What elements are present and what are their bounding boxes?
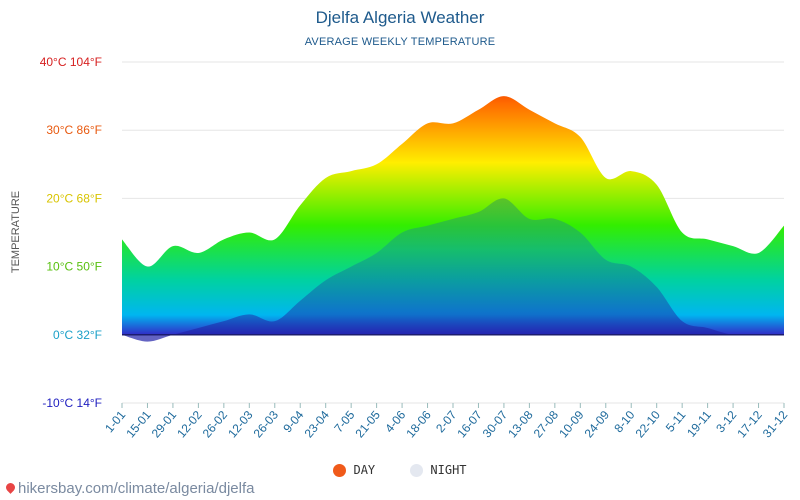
x-tick-label: 23-04 — [302, 408, 333, 441]
legend-marker-day — [333, 463, 347, 477]
x-tick-label: 26-03 — [251, 408, 282, 441]
legend-label-night: NIGHT — [430, 463, 467, 477]
y-tick-label: -10°C 14°F — [42, 396, 102, 410]
y-tick-label: 10°C 50°F — [46, 260, 102, 274]
x-tick-label: 16-07 — [454, 408, 485, 441]
x-tick-label: 17-12 — [734, 408, 765, 441]
chart-legend: DAY NIGHT — [0, 463, 800, 480]
series-area-night — [122, 198, 784, 342]
x-tick-label: 18-06 — [403, 408, 434, 441]
x-tick-label: 10-09 — [556, 408, 587, 441]
chart-title: Djelfa Algeria Weather — [315, 8, 485, 27]
source-link[interactable]: hikersbay.com/climate/algeria/djelfa — [4, 480, 255, 497]
chart-subtitle: AVERAGE WEEKLY TEMPERATURE — [304, 36, 496, 48]
x-tick-label: 15-01 — [123, 408, 154, 441]
series-areas — [122, 96, 784, 342]
location-pin-icon — [4, 481, 17, 494]
y-tick-label: 30°C 86°F — [46, 123, 102, 137]
x-tick-label: 27-08 — [531, 408, 562, 441]
legend-item-day[interactable]: DAY — [333, 463, 375, 477]
x-tick-label: 30-07 — [480, 408, 511, 441]
x-tick-label: 12-02 — [174, 408, 205, 441]
x-tick-label: 29-01 — [149, 408, 180, 441]
x-tick-label: 26-02 — [200, 408, 231, 441]
legend-label-day: DAY — [353, 463, 376, 477]
x-tick-label: 21-05 — [352, 408, 383, 441]
y-tick-label: 20°C 68°F — [46, 191, 102, 205]
y-tick-label: 0°C 32°F — [53, 328, 102, 342]
x-tick-label: 31-12 — [760, 408, 791, 441]
x-tick-label: 12-03 — [225, 408, 256, 441]
legend-marker-night — [410, 463, 424, 477]
x-tick-label: 13-08 — [505, 408, 536, 441]
x-tick-label: 24-09 — [582, 408, 613, 441]
y-axis-ticks: 40°C 104°F 30°C 86°F 20°C 68°F 10°C 50°F 0°C… — [40, 55, 102, 410]
x-tick-label: 19-11 — [684, 408, 714, 440]
x-tick-label: 22-10 — [633, 408, 664, 441]
y-tick-label: 40°C 104°F — [40, 55, 102, 69]
source-url: hikersbay.com/climate/algeria/djelfa — [18, 480, 255, 497]
legend-item-night[interactable]: NIGHT — [410, 463, 467, 477]
